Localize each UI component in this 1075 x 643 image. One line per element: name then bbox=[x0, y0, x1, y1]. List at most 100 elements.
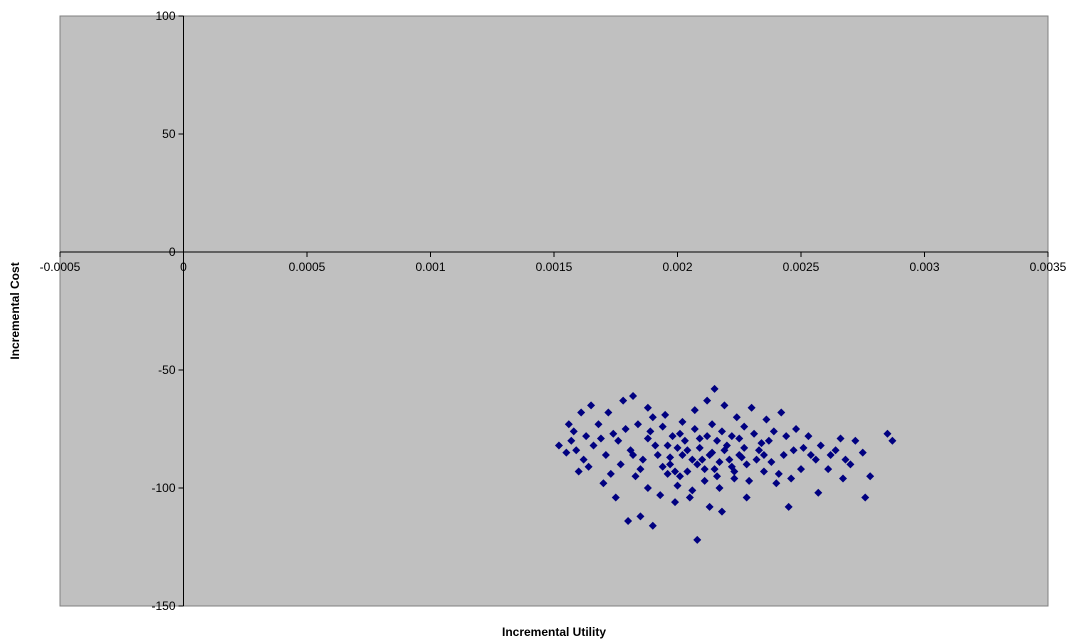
data-point bbox=[861, 493, 870, 502]
data-point bbox=[631, 472, 640, 481]
data-point bbox=[621, 425, 630, 433]
data-point bbox=[690, 425, 699, 433]
data-point bbox=[690, 406, 699, 415]
data-point bbox=[564, 420, 573, 429]
data-point bbox=[577, 408, 586, 417]
data-point bbox=[636, 512, 645, 521]
data-point bbox=[562, 448, 571, 457]
data-point bbox=[740, 443, 749, 452]
data-point bbox=[715, 458, 724, 467]
data-point bbox=[782, 432, 791, 441]
data-point bbox=[814, 488, 823, 497]
data-point bbox=[866, 472, 875, 481]
x-axis-title: Incremental Utility bbox=[502, 625, 606, 639]
data-point bbox=[683, 467, 692, 476]
data-point bbox=[671, 498, 680, 507]
data-point bbox=[745, 476, 754, 485]
x-tick-label: 0.0025 bbox=[783, 260, 820, 274]
data-point bbox=[629, 391, 638, 400]
data-point bbox=[735, 434, 744, 443]
data-point bbox=[643, 434, 652, 443]
data-point bbox=[789, 446, 798, 455]
data-point bbox=[841, 455, 850, 464]
data-point bbox=[851, 436, 860, 445]
data-point bbox=[693, 460, 702, 469]
data-point bbox=[705, 502, 714, 511]
y-tick-label: 0 bbox=[169, 245, 176, 259]
x-tick-label: 0.003 bbox=[909, 260, 939, 274]
data-point bbox=[703, 396, 712, 405]
data-point bbox=[779, 450, 788, 459]
plot-area bbox=[59, 15, 1049, 607]
data-point bbox=[747, 403, 756, 412]
data-point bbox=[730, 467, 739, 476]
data-point bbox=[700, 465, 709, 474]
data-point bbox=[651, 441, 660, 450]
data-point bbox=[698, 455, 707, 464]
data-point bbox=[787, 474, 796, 483]
data-point bbox=[713, 436, 722, 445]
data-point bbox=[703, 432, 712, 441]
data-point bbox=[680, 436, 689, 445]
data-point bbox=[883, 429, 892, 438]
data-point bbox=[742, 493, 751, 502]
data-point bbox=[836, 434, 845, 443]
data-points bbox=[554, 384, 897, 544]
data-point bbox=[678, 450, 687, 459]
x-tick-label: 0.0015 bbox=[536, 260, 573, 274]
data-point bbox=[648, 413, 657, 422]
data-point bbox=[720, 401, 729, 410]
data-point bbox=[730, 474, 739, 483]
data-point bbox=[567, 436, 576, 445]
data-point bbox=[596, 434, 605, 443]
data-point bbox=[797, 465, 805, 474]
data-point bbox=[846, 460, 855, 469]
data-point bbox=[727, 432, 736, 441]
data-point bbox=[811, 455, 820, 464]
data-point bbox=[661, 410, 670, 419]
data-point bbox=[629, 450, 638, 459]
data-point bbox=[579, 455, 588, 464]
data-point bbox=[643, 403, 652, 412]
data-point bbox=[762, 415, 771, 424]
data-point bbox=[638, 455, 647, 464]
data-point bbox=[648, 521, 657, 530]
data-point bbox=[759, 450, 768, 459]
data-point bbox=[656, 491, 665, 500]
data-point bbox=[755, 446, 764, 455]
data-point bbox=[838, 474, 847, 483]
data-point bbox=[614, 436, 623, 445]
data-point bbox=[799, 443, 808, 452]
data-point bbox=[769, 427, 778, 436]
y-tick-label: -50 bbox=[158, 363, 176, 377]
data-point bbox=[742, 460, 751, 469]
data-point bbox=[569, 427, 578, 436]
data-point bbox=[708, 420, 717, 429]
data-point bbox=[666, 460, 675, 469]
data-point bbox=[750, 429, 759, 438]
data-point bbox=[666, 453, 675, 462]
data-point bbox=[675, 472, 684, 481]
data-point bbox=[713, 472, 722, 481]
data-point bbox=[772, 479, 781, 488]
x-tick-label: 0.001 bbox=[415, 260, 445, 274]
data-point bbox=[594, 420, 603, 429]
x-tick-label: 0.002 bbox=[662, 260, 692, 274]
data-point bbox=[673, 443, 682, 452]
x-axis-ticks: -0.0005 0 0.0005 0.001 0.0015 0.002 0.0025 0.00… bbox=[40, 252, 1067, 274]
data-point bbox=[695, 443, 704, 452]
data-point bbox=[826, 450, 835, 459]
data-point bbox=[584, 462, 593, 471]
data-point bbox=[589, 441, 598, 450]
data-point bbox=[658, 422, 667, 431]
data-point bbox=[888, 436, 897, 445]
data-point bbox=[611, 493, 620, 502]
x-tick-label: 0.0005 bbox=[289, 260, 326, 274]
x-tick-label: -0.0005 bbox=[40, 260, 81, 274]
data-point bbox=[574, 467, 583, 476]
data-point bbox=[784, 502, 793, 511]
y-axis-ticks: -150 -100 -50 0 50 100 bbox=[151, 9, 184, 613]
data-point bbox=[700, 476, 709, 485]
data-point bbox=[759, 467, 768, 476]
